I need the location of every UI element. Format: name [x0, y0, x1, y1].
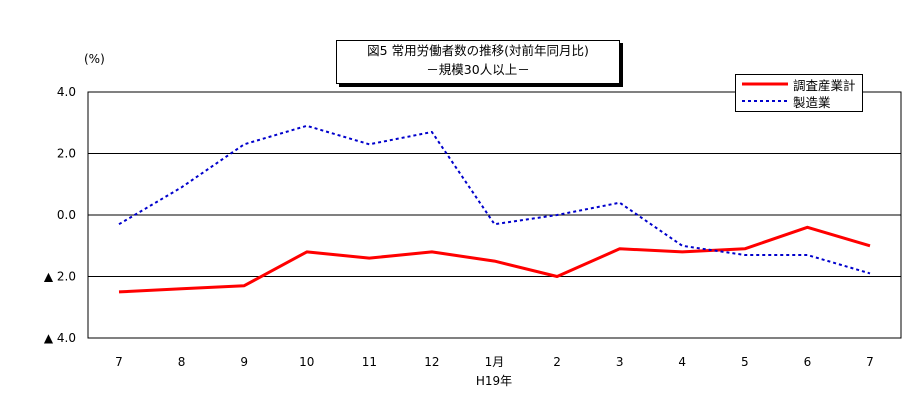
x-tick-label: 6 — [804, 355, 812, 369]
x-tick-label: 12 — [424, 355, 439, 369]
legend-swatch-solid-red — [742, 82, 788, 86]
legend-item-all-industries: 調査産業計 — [742, 75, 856, 93]
x-tick-label: 1月 — [485, 355, 505, 369]
x-tick-label: 7 — [115, 355, 123, 369]
legend-label-manufacturing: 製造業 — [793, 94, 831, 110]
x-axis-label: H19年 — [476, 374, 512, 388]
x-tick-label: 5 — [741, 355, 749, 369]
series-layer — [118, 124, 871, 294]
x-tick-label: 9 — [240, 355, 248, 369]
chart-title-box: 図5 常用労働者数の推移(対前年同月比) －規模30人以上－ — [336, 40, 620, 84]
y-tick-label: ▲ 4.0 — [44, 331, 76, 345]
legend-item-manufacturing: 製造業 — [742, 92, 831, 110]
x-tick-label: 3 — [616, 355, 624, 369]
series-line-1 — [118, 124, 871, 275]
x-tick-label: 4 — [678, 355, 686, 369]
x-tick-label: 10 — [299, 355, 314, 369]
x-tick-label: 8 — [178, 355, 186, 369]
y-axis-tick-labels: 4.0 2.0 0.0 ▲ 2.0 ▲ 4.0 — [44, 85, 76, 345]
gridlines — [88, 153, 901, 277]
y-tick-label: 4.0 — [57, 85, 76, 99]
x-tick-label: 7 — [866, 355, 874, 369]
y-tick-label: ▲ 2.0 — [44, 270, 76, 284]
legend-label-all-industries: 調査産業計 — [793, 77, 856, 93]
chart-title: 図5 常用労働者数の推移(対前年同月比) — [367, 43, 589, 58]
y-tick-label: 0.0 — [57, 208, 76, 222]
x-tick-label: 11 — [362, 355, 377, 369]
y-axis-unit-label: (%) — [84, 52, 105, 66]
y-tick-label: 2.0 — [57, 147, 76, 161]
series-line-0 — [118, 225, 871, 294]
chart-subtitle: －規模30人以上－ — [426, 62, 530, 77]
x-axis-tick-labels: 7 8 9 10 11 12 1月 2 3 4 5 6 7 — [115, 355, 874, 369]
legend-swatch-dotted-blue — [742, 100, 788, 102]
legend: 調査産業計 製造業 — [735, 74, 863, 112]
x-tick-label: 2 — [553, 355, 561, 369]
